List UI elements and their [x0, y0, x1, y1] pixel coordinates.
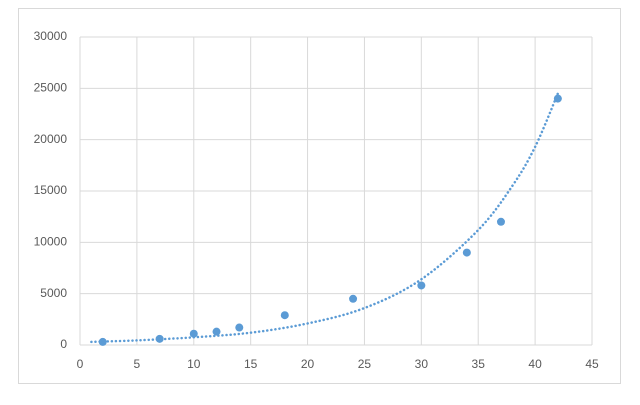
x-tick-label: 20 — [301, 357, 315, 371]
y-tick-label: 5000 — [40, 286, 67, 300]
data-point — [155, 334, 164, 343]
data-point — [189, 329, 198, 338]
data-point — [235, 323, 244, 332]
y-tick-label: 15000 — [34, 183, 68, 197]
data-point — [462, 248, 471, 257]
x-tick-label: 0 — [77, 357, 84, 371]
data-point — [349, 294, 358, 303]
x-tick-label: 45 — [585, 357, 599, 371]
data-point — [280, 311, 289, 320]
data-point — [496, 217, 505, 226]
data-point — [553, 94, 562, 103]
x-tick-label: 15 — [244, 357, 258, 371]
x-tick-label: 5 — [134, 357, 141, 371]
x-tick-label: 35 — [472, 357, 486, 371]
x-tick-label: 40 — [528, 357, 542, 371]
data-point — [417, 281, 426, 290]
y-tick-label: 30000 — [34, 29, 68, 43]
x-tick-label: 30 — [415, 357, 429, 371]
data-point — [212, 327, 221, 336]
y-tick-label: 25000 — [34, 81, 68, 95]
chart-border — [18, 8, 621, 384]
trendline — [90, 92, 560, 344]
y-tick-label: 0 — [60, 337, 67, 351]
x-tick-label: 10 — [187, 357, 201, 371]
x-tick-label: 25 — [358, 357, 372, 371]
y-tick-label: 20000 — [34, 132, 68, 146]
data-point — [98, 337, 107, 346]
y-tick-label: 10000 — [34, 235, 68, 249]
